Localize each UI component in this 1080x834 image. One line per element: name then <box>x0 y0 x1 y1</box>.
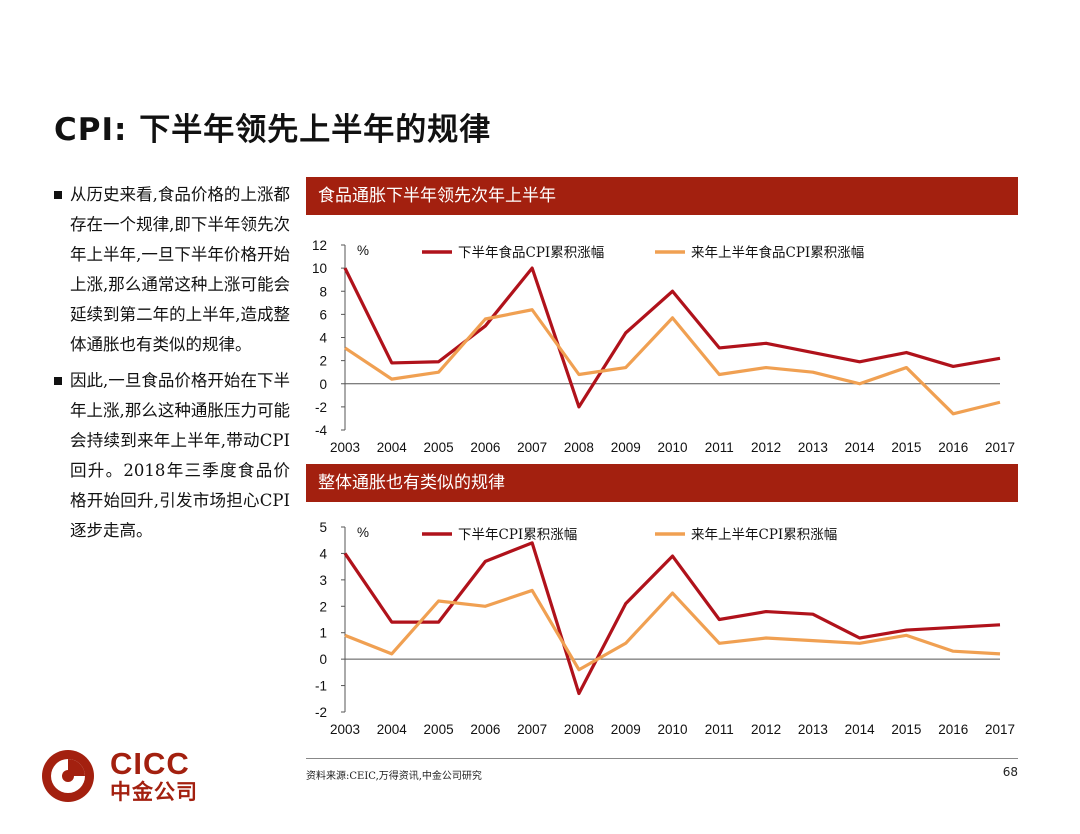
x-tick-label: 2012 <box>751 440 781 455</box>
legend-label: 下半年食品CPI累积涨幅 <box>458 244 604 261</box>
x-tick-label: 2004 <box>377 722 408 737</box>
x-tick-label: 2017 <box>985 440 1015 455</box>
y-tick-label: 8 <box>319 284 327 299</box>
footer-divider <box>306 758 1018 759</box>
x-tick-label: 2004 <box>377 440 408 455</box>
y-tick-label: 12 <box>312 238 327 253</box>
overall-cpi-chart: 5 4 3 2 1 0 -1 -2% 2003 2004 2005 2006 2007 2008 2009 2… <box>315 520 1015 737</box>
food-cpi-chart: 12 10 8 6 4 2 0 -2 -4% 2003 2004 2005 2006 2007 2008 20… <box>312 238 1015 455</box>
y-tick-label: 0 <box>319 377 327 392</box>
x-tick-label: 2008 <box>564 722 594 737</box>
legend-label: 来年上半年CPI累积涨幅 <box>691 527 837 543</box>
y-tick-label: -4 <box>315 423 327 438</box>
y-tick-label: -2 <box>315 400 327 415</box>
logo-chinese: 中金公司 <box>110 780 198 804</box>
bullet-square-icon <box>54 191 62 199</box>
x-tick-label: 2013 <box>798 722 828 737</box>
y-tick-label: 2 <box>319 354 327 369</box>
x-tick-label: 2005 <box>424 440 454 455</box>
x-tick-label: 2010 <box>657 722 687 737</box>
series-line-1 <box>343 541 1001 696</box>
x-tick-label: 2003 <box>330 440 360 455</box>
slide-title: CPI: 下半年领先上半年的规律 <box>54 112 492 148</box>
bullet-square-icon <box>54 377 62 385</box>
x-tick-label: 2006 <box>470 440 500 455</box>
x-tick-label: 2011 <box>705 440 734 455</box>
legend-label: 下半年CPI累积涨幅 <box>458 527 577 543</box>
unit-label: % <box>357 243 369 258</box>
series-line-2 <box>344 308 1001 416</box>
x-tick-label: 2016 <box>938 440 968 455</box>
legend-label: 来年上半年食品CPI累积涨幅 <box>691 244 864 261</box>
y-tick-label: -1 <box>315 679 327 694</box>
y-tick-label: -2 <box>315 705 327 720</box>
chart-2-title: 整体通胀也有类似的规律 <box>306 464 1018 502</box>
x-tick-label: 2006 <box>470 722 500 737</box>
x-tick-label: 2012 <box>751 722 781 737</box>
y-tick-label: 10 <box>312 261 327 276</box>
x-tick-label: 2005 <box>424 722 454 737</box>
bullet-text: 因此,一旦食品价格开始在下半年上涨,那么这种通胀压力可能会持续到来年上半年,带动… <box>70 371 290 540</box>
x-tick-label: 2015 <box>891 440 921 455</box>
x-tick-label: 2007 <box>517 722 547 737</box>
y-tick-label: 1 <box>319 626 327 641</box>
chart-1-title: 食品通胀下半年领先次年上半年 <box>306 177 1018 215</box>
source-note: 资料来源:CEIC,万得资讯,中金公司研究 <box>306 771 482 782</box>
bullet-text: 从历史来看,食品价格的上涨都存在一个规律,即下半年领先次年上半年,一旦下半年价格… <box>70 185 290 354</box>
series-line-1 <box>343 266 1001 409</box>
page-number: 68 <box>1002 765 1018 779</box>
x-tick-label: 2016 <box>938 722 968 737</box>
y-tick-label: 6 <box>319 307 327 322</box>
x-tick-label: 2007 <box>517 440 547 455</box>
x-tick-label: 2014 <box>845 722 876 737</box>
x-tick-label: 2009 <box>611 440 641 455</box>
x-tick-label: 2013 <box>798 440 828 455</box>
x-tick-label: 2015 <box>891 722 921 737</box>
x-tick-label: 2003 <box>330 722 360 737</box>
x-tick-label: 2010 <box>657 440 687 455</box>
x-tick-label: 2017 <box>985 722 1015 737</box>
y-tick-label: 5 <box>319 520 327 535</box>
x-tick-label: 2011 <box>705 722 734 737</box>
x-tick-label: 2008 <box>564 440 594 455</box>
logo-english: CICC <box>110 746 190 781</box>
y-tick-label: 2 <box>319 599 327 614</box>
y-tick-label: 3 <box>319 573 327 588</box>
y-tick-label: 0 <box>319 652 327 667</box>
y-tick-label: 4 <box>319 331 327 346</box>
x-tick-label: 2014 <box>845 440 876 455</box>
unit-label: % <box>357 525 369 540</box>
cicc-logo: CICC 中金公司 <box>40 746 210 806</box>
bullet-item: 从历史来看,食品价格的上涨都存在一个规律,即下半年领先次年上半年,一旦下半年价格… <box>50 180 290 360</box>
cicc-logo-icon <box>42 750 94 802</box>
bullet-item: 因此,一旦食品价格开始在下半年上涨,那么这种通胀压力可能会持续到来年上半年,带动… <box>50 366 290 546</box>
x-tick-label: 2009 <box>611 722 641 737</box>
y-tick-label: 4 <box>319 546 327 561</box>
bullet-list: 从历史来看,食品价格的上涨都存在一个规律,即下半年领先次年上半年,一旦下半年价格… <box>50 180 290 552</box>
